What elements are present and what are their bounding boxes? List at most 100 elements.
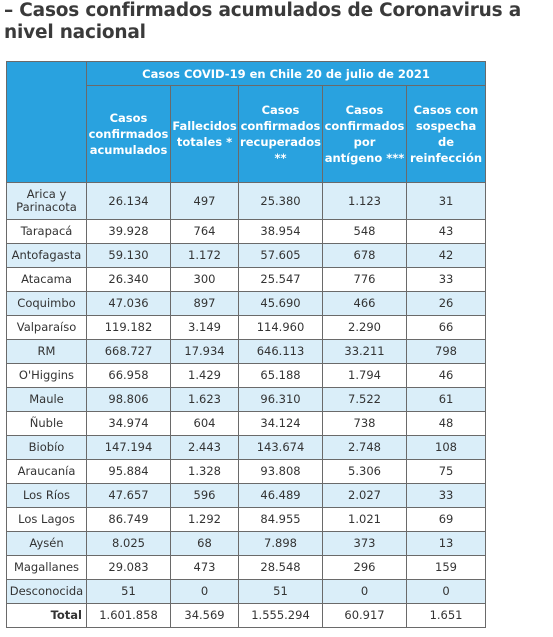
value-cell: 373	[322, 531, 407, 556]
value-cell: 51	[238, 579, 323, 604]
table-row: Desconocida 51 0 51 0 0	[6, 579, 487, 604]
value-cell: 604	[170, 411, 239, 436]
value-cell: 114.960	[238, 315, 323, 340]
value-cell: 48	[405, 411, 487, 436]
total-value-cell: 1.601.858	[86, 603, 171, 628]
value-cell: 1.123	[322, 182, 407, 220]
value-cell: 1.623	[170, 387, 239, 412]
table-row: Tarapacá 39.928 764 38.954 548 43	[6, 219, 487, 244]
value-cell: 466	[322, 291, 407, 316]
total-value-cell: 1.555.294	[238, 603, 323, 628]
table-row: Atacama 26.340 300 25.547 776 33	[6, 267, 487, 292]
covid-cases-table: Casos COVID-19 en Chile 20 de julio de 2…	[6, 61, 487, 628]
column-header-row: Casos confirmados acumulados Fallecidos t…	[7, 85, 487, 183]
value-cell: 33	[405, 483, 487, 508]
total-value-cell: 1.651	[405, 603, 487, 628]
value-cell: 25.547	[238, 267, 323, 292]
value-cell: 497	[170, 182, 239, 220]
value-cell: 776	[322, 267, 407, 292]
value-cell: 1.328	[170, 459, 239, 484]
value-cell: 75	[405, 459, 487, 484]
value-cell: 33.211	[322, 339, 407, 364]
value-cell: 61	[405, 387, 487, 412]
covid-table-wrapper: Casos COVID-19 en Chile 20 de julio de 2…	[6, 61, 487, 628]
table-caption: Casos COVID-19 en Chile 20 de julio de 2…	[85, 61, 487, 86]
header-corner-cell	[6, 61, 87, 183]
value-cell: 26.134	[86, 182, 171, 220]
value-cell: 668.727	[86, 339, 171, 364]
value-cell: 764	[170, 219, 239, 244]
region-name-cell: Biobío	[6, 435, 87, 460]
value-cell: 897	[170, 291, 239, 316]
value-cell: 25.380	[238, 182, 323, 220]
value-cell: 98.806	[86, 387, 171, 412]
value-cell: 3.149	[170, 315, 239, 340]
value-cell: 34.974	[86, 411, 171, 436]
value-cell: 29.083	[86, 555, 171, 580]
region-name-cell: Valparaíso	[6, 315, 87, 340]
value-cell: 31	[405, 182, 487, 220]
region-name-cell: O'Higgins	[6, 363, 87, 388]
table-row: Los Ríos 47.657 596 46.489 2.027 33	[6, 483, 487, 508]
table-row: Aysén 8.025 68 7.898 373 13	[6, 531, 487, 556]
value-cell: 66	[405, 315, 487, 340]
value-cell: 300	[170, 267, 239, 292]
value-cell: 738	[322, 411, 407, 436]
value-cell: 46.489	[238, 483, 323, 508]
value-cell: 646.113	[238, 339, 323, 364]
value-cell: 43	[405, 219, 487, 244]
value-cell: 34.124	[238, 411, 323, 436]
region-name-cell: Maule	[6, 387, 87, 412]
value-cell: 69	[405, 507, 487, 532]
value-cell: 596	[170, 483, 239, 508]
value-cell: 17.934	[170, 339, 239, 364]
total-value-cell: 60.917	[322, 603, 407, 628]
page-heading: – Casos confirmados acumulados de Corona…	[4, 0, 521, 43]
table-body: Arica y Parinacota 26.134 497 25.380 1.123 31…	[6, 182, 487, 628]
value-cell: 39.928	[86, 219, 171, 244]
region-name-cell: Los Lagos	[6, 507, 87, 532]
column-header: Casos con sospecha de reinfección	[405, 85, 487, 183]
region-name-cell: Atacama	[6, 267, 87, 292]
value-cell: 7.522	[322, 387, 407, 412]
value-cell: 47.657	[86, 483, 171, 508]
value-cell: 28.548	[238, 555, 323, 580]
value-cell: 159	[405, 555, 487, 580]
value-cell: 1.021	[322, 507, 407, 532]
value-cell: 26.340	[86, 267, 171, 292]
total-row: Total 1.601.858 34.569 1.555.294 60.917 1.651	[6, 603, 487, 628]
table-row: Coquimbo 47.036 897 45.690 466 26	[6, 291, 487, 316]
column-header: Casos confirmados recuperados **	[238, 85, 323, 183]
table-row: Maule 98.806 1.623 96.310 7.522 61	[6, 387, 487, 412]
table-row: O'Higgins 66.958 1.429 65.188 1.794 46	[6, 363, 487, 388]
region-name-cell: Coquimbo	[6, 291, 87, 316]
value-cell: 2.748	[322, 435, 407, 460]
value-cell: 45.690	[238, 291, 323, 316]
region-name-cell: RM	[6, 339, 87, 364]
value-cell: 51	[86, 579, 171, 604]
value-cell: 798	[405, 339, 487, 364]
table-row: RM 668.727 17.934 646.113 33.211 798	[6, 339, 487, 364]
table-row: Antofagasta 59.130 1.172 57.605 678 42	[6, 243, 487, 268]
region-name-cell: Desconocida	[6, 579, 87, 604]
value-cell: 108	[405, 435, 487, 460]
value-cell: 93.808	[238, 459, 323, 484]
value-cell: 86.749	[86, 507, 171, 532]
region-name-cell: Araucanía	[6, 459, 87, 484]
value-cell: 1.429	[170, 363, 239, 388]
value-cell: 46	[405, 363, 487, 388]
value-cell: 8.025	[86, 531, 171, 556]
value-cell: 1.794	[322, 363, 407, 388]
value-cell: 84.955	[238, 507, 323, 532]
region-name-cell: Los Ríos	[6, 483, 87, 508]
value-cell: 2.290	[322, 315, 407, 340]
region-name-cell: Aysén	[6, 531, 87, 556]
table-row: Valparaíso 119.182 3.149 114.960 2.290 66	[6, 315, 487, 340]
value-cell: 95.884	[86, 459, 171, 484]
value-cell: 2.027	[322, 483, 407, 508]
value-cell: 96.310	[238, 387, 323, 412]
table-row: Los Lagos 86.749 1.292 84.955 1.021 69	[6, 507, 487, 532]
region-name-cell: Arica y Parinacota	[6, 182, 87, 220]
table-row: Arica y Parinacota 26.134 497 25.380 1.123 31	[6, 182, 487, 220]
region-name-cell: Tarapacá	[6, 219, 87, 244]
